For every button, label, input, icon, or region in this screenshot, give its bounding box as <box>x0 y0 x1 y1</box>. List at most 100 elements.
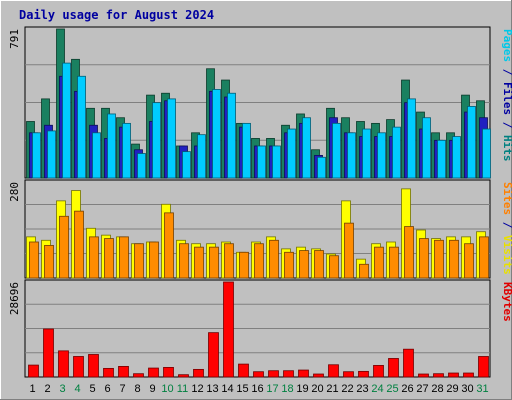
bar-kbytes-day-1 <box>28 364 39 378</box>
bar-pages-day-25 <box>392 126 401 179</box>
bar-sites-day-4 <box>74 210 84 279</box>
bar-sites-day-13 <box>209 246 219 279</box>
bar-sites-day-31 <box>479 236 489 279</box>
bar-pages-day-3 <box>62 62 71 179</box>
bar-kbytes-day-13 <box>208 332 219 378</box>
bar-kbytes-day-17 <box>268 370 279 378</box>
bar-pages-day-20 <box>317 156 326 179</box>
bar-kbytes-day-7 <box>118 366 129 378</box>
bar-kbytes-day-20 <box>313 373 324 378</box>
legend-entry: Files <box>501 82 512 115</box>
x-tick-label: 3 <box>59 383 65 395</box>
bar-sites-day-14 <box>224 243 234 279</box>
bar-sites-day-19 <box>299 250 309 279</box>
bar-pages-day-1 <box>32 132 41 179</box>
bar-sites-day-16 <box>254 243 264 279</box>
bar-pages-day-14 <box>227 92 236 179</box>
bar-sites-day-5 <box>89 236 99 279</box>
x-tick-label: 27 <box>416 383 428 395</box>
x-axis-labels: 1 2 3 4 5 6 7 8 9 10 11 12 13 14 15 16 17 18 19 20 21 22 23 24 2… <box>29 383 488 395</box>
x-tick-label: 26 <box>401 383 413 395</box>
bar-sites-day-26 <box>404 226 414 279</box>
x-tick-label: 20 <box>311 383 323 395</box>
bar-sites-day-9 <box>149 241 159 279</box>
bar-sites-day-1 <box>29 241 39 279</box>
panel-visits: 280 Sites / Visits <box>8 179 512 279</box>
bar-pages-day-8 <box>137 153 146 179</box>
x-tick-label: 5 <box>89 383 95 395</box>
bar-kbytes-day-22 <box>343 371 354 378</box>
bar-pages-day-17 <box>272 145 281 179</box>
bar-sites-day-12 <box>194 246 204 279</box>
x-tick-label: 28 <box>431 383 443 395</box>
legend-kbytes: KBytes <box>501 282 512 322</box>
bar-pages-day-24 <box>377 132 386 179</box>
legend-entry: Visits <box>501 235 512 275</box>
bar-kbytes-day-11 <box>178 374 189 378</box>
bar-kbytes-day-14 <box>223 281 234 378</box>
x-tick-label: 11 <box>177 383 188 395</box>
bar-pages-day-12 <box>197 134 206 179</box>
panels: 791 Pages / Files / Hits 280 Sites / Visits… <box>8 26 512 378</box>
x-tick-label: 18 <box>281 383 293 395</box>
x-tick-label: 31 <box>476 383 488 395</box>
bar-kbytes-day-28 <box>433 373 444 378</box>
x-tick-label: 12 <box>191 383 203 395</box>
bar-sites-day-30 <box>464 243 474 279</box>
bar-pages-day-29 <box>452 136 461 179</box>
bar-kbytes-day-27 <box>418 373 429 378</box>
bar-sites-day-7 <box>119 236 129 279</box>
bar-pages-day-6 <box>107 113 116 179</box>
panel-hits: 791 Pages / Files / Hits <box>8 26 512 179</box>
legend-entry: KBytes <box>501 282 512 322</box>
bar-kbytes-day-30 <box>463 372 474 378</box>
bar-sites-day-10 <box>164 212 174 279</box>
bar-sites-day-29 <box>449 239 459 279</box>
bar-kbytes-day-18 <box>283 370 294 378</box>
bar-pages-day-13 <box>212 89 221 179</box>
x-tick-label: 4 <box>74 383 80 395</box>
bar-pages-day-22 <box>347 132 356 179</box>
ymax-label-kbytes: 28696 <box>8 282 21 315</box>
bar-pages-day-21 <box>332 122 341 179</box>
x-tick-label: 22 <box>341 383 353 395</box>
bar-pages-day-16 <box>257 145 266 179</box>
bar-pages-day-27 <box>422 117 431 179</box>
x-tick-label: 25 <box>386 383 398 395</box>
bar-kbytes-day-9 <box>148 367 159 378</box>
bar-kbytes-day-2 <box>43 328 54 378</box>
x-tick-label: 21 <box>326 383 338 395</box>
bar-pages-day-23 <box>362 128 371 179</box>
bar-kbytes-day-31 <box>478 356 489 378</box>
x-tick-label: 24 <box>371 383 383 395</box>
bar-sites-day-11 <box>179 243 189 279</box>
bar-pages-day-30 <box>467 106 476 179</box>
bar-pages-day-19 <box>302 117 311 179</box>
legend-entry: / <box>501 115 512 135</box>
legend-hits: Pages / Files / Hits <box>501 29 512 162</box>
legend-entry: Pages <box>501 29 512 62</box>
x-tick-label: 16 <box>251 383 263 395</box>
x-tick-label: 15 <box>236 383 248 395</box>
bar-sites-day-3 <box>59 215 69 279</box>
bar-sites-day-23 <box>359 263 369 279</box>
bar-pages-day-5 <box>92 132 101 179</box>
x-tick-label: 30 <box>461 383 473 395</box>
x-tick-label: 13 <box>206 383 218 395</box>
bar-kbytes-day-24 <box>373 365 384 378</box>
legend-entry: Hits <box>501 135 512 162</box>
ymax-label-visits: 280 <box>8 182 21 202</box>
bar-kbytes-day-15 <box>238 363 249 378</box>
bar-kbytes-day-8 <box>133 373 144 378</box>
bar-kbytes-day-6 <box>103 367 114 378</box>
bar-sites-day-6 <box>104 238 114 279</box>
bar-pages-day-2 <box>47 130 56 179</box>
bar-pages-day-26 <box>407 98 416 179</box>
x-tick-label: 17 <box>266 383 278 395</box>
bar-kbytes-day-4 <box>73 356 84 378</box>
bar-kbytes-day-21 <box>328 364 339 378</box>
legend-entry: Sites <box>501 182 512 215</box>
bar-kbytes-day-19 <box>298 369 309 378</box>
x-tick-label: 10 <box>161 383 173 395</box>
bar-sites-day-17 <box>269 239 279 279</box>
